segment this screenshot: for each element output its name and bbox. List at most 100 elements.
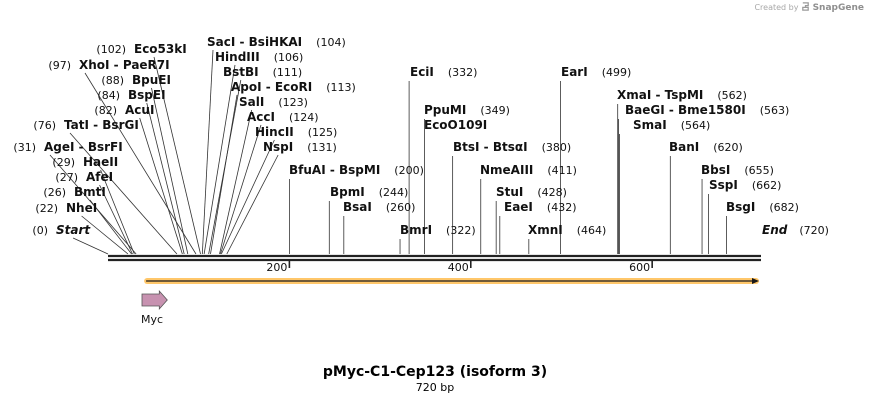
site-line-hindiii [203, 64, 236, 255]
feature-myc-label: Myc [141, 313, 163, 326]
site-line-xhoi-paer7i [84, 72, 197, 255]
site-label-xhoi-paer7i: XhoI - PaeR7I [79, 58, 170, 72]
site-position-apoi-ecori: (113) [326, 81, 356, 94]
site-line-sali [219, 109, 253, 255]
site-position-bsai: (260) [386, 201, 416, 214]
site-position-hindiii: (106) [274, 51, 304, 64]
site-position-hincii: (125) [308, 126, 338, 139]
site-line-acci [220, 124, 262, 255]
site-position-xmni: (464) [577, 224, 607, 237]
site-position-bmri: (322) [446, 224, 476, 237]
site-label-acci: AccI [247, 110, 275, 124]
site-position-end: (720) [799, 224, 829, 237]
site-label-hindiii: HindIII [215, 50, 260, 64]
site-position-stui: (428) [537, 186, 567, 199]
site-label-bsgi: BsgI [726, 200, 755, 214]
site-position-bpmi: (244) [379, 186, 409, 199]
site-position-saci-bsihkai: (104) [316, 36, 346, 49]
site-label-acui: AcuI [125, 103, 154, 117]
tick-label-400: 400 [448, 261, 469, 274]
site-position-bbsi: (655) [744, 164, 774, 177]
credit-brand: SnapGene [812, 3, 864, 13]
site-label-bstbi: BstBI [223, 65, 259, 79]
site-label-eaei: EaeI [504, 200, 533, 214]
site-position-nmeaiii: (411) [547, 164, 577, 177]
site-label-baegi-bme1580i: BaeGI - Bme1580I [625, 103, 746, 117]
site-position-sali: (123) [278, 96, 308, 109]
site-line-agei-bsrfi [49, 154, 137, 255]
site-position-xhoi-paer7i: (97) [48, 59, 71, 72]
site-line-nspi [226, 154, 279, 255]
site-position-eari: (499) [602, 66, 632, 79]
site-label-haeii: HaeII [83, 155, 118, 169]
site-position-baegi-bme1580i: (563) [760, 104, 790, 117]
site-position-nspi: (131) [307, 141, 337, 154]
site-label-saci-bsihkai: SacI - BsiHKAI [207, 35, 302, 49]
site-label-bpuei: BpuEI [132, 73, 171, 87]
site-position-ppumi: (349) [480, 104, 510, 117]
site-label-bmri: BmrI [400, 223, 432, 237]
site-position-acci: (124) [289, 111, 319, 124]
site-position-eco53ki: (102) [96, 43, 126, 56]
site-position-xmai-tspmi: (562) [717, 89, 747, 102]
site-line-apoi-ecori [210, 94, 238, 255]
snapgene-credit: Created by SnapGene [754, 2, 864, 13]
site-label-end: End [762, 223, 788, 237]
credit-prefix: Created by [754, 3, 799, 12]
site-label-bani: BanI [669, 140, 699, 154]
site-labels: (0) Start (22) NheI(26) BmtI(27) AfeI (29) HaeI… [13, 35, 829, 237]
site-label-btsi-bts-i: BtsI - BtsαI [453, 140, 528, 154]
sequence-length-label: 720 bp [415, 381, 455, 394]
site-label-ppumi: PpuMI [424, 103, 466, 117]
site-label-bbsi: BbsI [701, 163, 730, 177]
site-position-btsi-bts-i: (380) [542, 141, 572, 154]
site-lines [49, 49, 727, 255]
site-position-smai: (564) [681, 119, 711, 132]
site-position-sspi: (662) [752, 179, 782, 192]
site-position-agei-bsrfi: (31) [13, 141, 36, 154]
feature-track: Myc [141, 289, 168, 326]
site-label-tati-bsrgi: TatI - BsrGI [64, 118, 139, 132]
site-label-eco53ki: Eco53kI [134, 42, 187, 56]
site-label-afei: AfeI [86, 170, 113, 184]
site-label-xmai-tspmi: XmaI - TspMI [617, 88, 703, 102]
site-label-sspi: SspI [709, 178, 738, 192]
site-position-afei: (27) [55, 171, 78, 184]
site-label-nhei: NheI [66, 201, 97, 215]
site-label-apoi-ecori: ApoI - EcoRI [231, 80, 312, 94]
site-line-bspei [146, 102, 185, 255]
site-label-start: Start [56, 223, 91, 237]
site-position-tati-bsrgi: (76) [33, 119, 56, 132]
site-line-start [72, 237, 109, 255]
site-label-sali: SalI [239, 95, 264, 109]
tick-label-600: 600 [629, 261, 650, 274]
site-position-start: (0) [32, 224, 48, 237]
tick-label-200: 200 [266, 261, 287, 274]
snapgene-logo-icon [802, 2, 809, 11]
site-position-bmti: (26) [43, 186, 66, 199]
site-label-stui: StuI [496, 185, 523, 199]
feature-myc-arrow [141, 289, 168, 311]
site-position-ecii: (332) [448, 66, 478, 79]
site-line-haeii [100, 169, 135, 255]
site-line-afei [99, 184, 133, 255]
site-label-hincii: HincII [255, 125, 294, 139]
site-line-nhei [81, 215, 129, 255]
site-position-bspei: (84) [97, 89, 120, 102]
site-label-bpmi: BpmI [330, 185, 365, 199]
map-title: pMyc-C1-Cep123 (isoform 3) [322, 364, 548, 380]
orf-arrow-head [752, 278, 759, 284]
site-position-bani: (620) [713, 141, 743, 154]
site-position-eaei: (432) [547, 201, 577, 214]
site-position-bfuai-bspmi: (200) [394, 164, 424, 177]
site-label-bmti: BmtI [74, 185, 106, 199]
orf-track [144, 278, 759, 284]
site-position-nhei: (22) [35, 202, 58, 215]
ruler-ticks: 200 400 600 [266, 260, 653, 274]
site-label-ecii: EciI [410, 65, 434, 79]
site-label-bfuai-bspmi: BfuAI - BspMI [289, 163, 380, 177]
site-line-eco53ki [153, 56, 201, 255]
site-label-smai: SmaI [633, 118, 667, 132]
site-label-eari: EarI [561, 65, 588, 79]
site-position-bstbi: (111) [273, 66, 303, 79]
